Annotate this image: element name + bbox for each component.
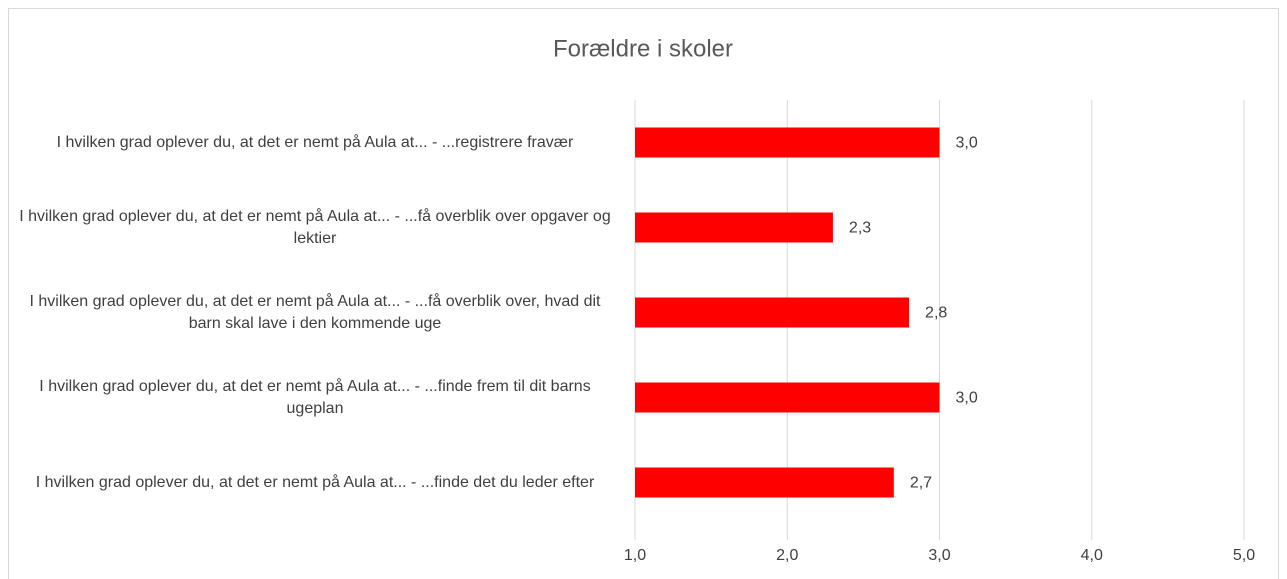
category-label: I hvilken grad oplever du, at det er nem…: [19, 207, 611, 247]
x-tick-label: 2,0: [776, 547, 798, 564]
x-tick-label: 3,0: [928, 547, 950, 564]
category-label: I hvilken grad oplever du, at det er nem…: [29, 292, 601, 332]
bar: [635, 297, 910, 328]
bar: [635, 467, 894, 498]
bar: [635, 127, 940, 158]
value-label: 2,8: [925, 305, 947, 322]
chart-title: Forældre i skoler: [553, 35, 733, 62]
bar: [635, 212, 833, 243]
value-label: 2,7: [910, 475, 932, 492]
x-tick-label: 5,0: [1233, 547, 1255, 564]
x-tick-label: 1,0: [624, 547, 646, 564]
category-label: I hvilken grad oplever du, at det er nem…: [35, 473, 595, 491]
category-label: I hvilken grad oplever du, at det er nem…: [56, 133, 574, 151]
category-label: I hvilken grad oplever du, at det er nem…: [39, 377, 591, 417]
value-label: 2,3: [849, 220, 871, 237]
value-label: 3,0: [956, 135, 978, 152]
x-tick-label: 4,0: [1081, 547, 1103, 564]
bar: [635, 382, 940, 413]
value-label: 3,0: [956, 390, 978, 407]
